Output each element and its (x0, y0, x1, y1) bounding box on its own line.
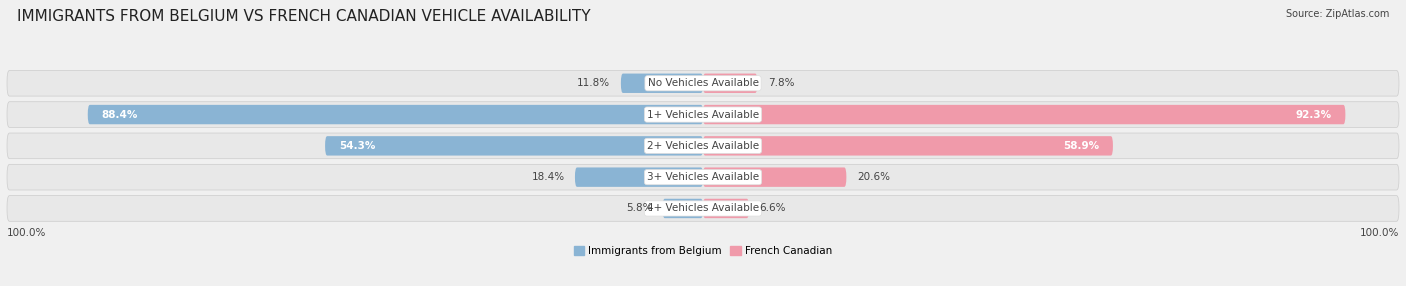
FancyBboxPatch shape (703, 136, 1114, 156)
FancyBboxPatch shape (703, 168, 846, 187)
Text: 100.0%: 100.0% (7, 228, 46, 238)
FancyBboxPatch shape (662, 199, 703, 218)
Text: 4+ Vehicles Available: 4+ Vehicles Available (647, 203, 759, 213)
Text: IMMIGRANTS FROM BELGIUM VS FRENCH CANADIAN VEHICLE AVAILABILITY: IMMIGRANTS FROM BELGIUM VS FRENCH CANADI… (17, 9, 591, 23)
FancyBboxPatch shape (703, 105, 1346, 124)
FancyBboxPatch shape (87, 105, 703, 124)
FancyBboxPatch shape (325, 136, 703, 156)
FancyBboxPatch shape (7, 196, 1399, 221)
FancyBboxPatch shape (703, 74, 758, 93)
FancyBboxPatch shape (575, 168, 703, 187)
Text: 11.8%: 11.8% (578, 78, 610, 88)
FancyBboxPatch shape (703, 199, 749, 218)
FancyBboxPatch shape (7, 164, 1399, 190)
Text: 20.6%: 20.6% (856, 172, 890, 182)
FancyBboxPatch shape (7, 133, 1399, 159)
FancyBboxPatch shape (621, 74, 703, 93)
Legend: Immigrants from Belgium, French Canadian: Immigrants from Belgium, French Canadian (569, 242, 837, 260)
FancyBboxPatch shape (7, 70, 1399, 96)
Text: 1+ Vehicles Available: 1+ Vehicles Available (647, 110, 759, 120)
Text: 54.3%: 54.3% (339, 141, 375, 151)
Text: 92.3%: 92.3% (1295, 110, 1331, 120)
Text: 5.8%: 5.8% (626, 203, 652, 213)
Text: 88.4%: 88.4% (101, 110, 138, 120)
Text: 6.6%: 6.6% (759, 203, 786, 213)
Text: Source: ZipAtlas.com: Source: ZipAtlas.com (1285, 9, 1389, 19)
FancyBboxPatch shape (7, 102, 1399, 127)
Text: 3+ Vehicles Available: 3+ Vehicles Available (647, 172, 759, 182)
Text: 2+ Vehicles Available: 2+ Vehicles Available (647, 141, 759, 151)
Text: 7.8%: 7.8% (768, 78, 794, 88)
Text: 100.0%: 100.0% (1360, 228, 1399, 238)
Text: No Vehicles Available: No Vehicles Available (648, 78, 758, 88)
Text: 58.9%: 58.9% (1063, 141, 1099, 151)
Text: 18.4%: 18.4% (531, 172, 564, 182)
